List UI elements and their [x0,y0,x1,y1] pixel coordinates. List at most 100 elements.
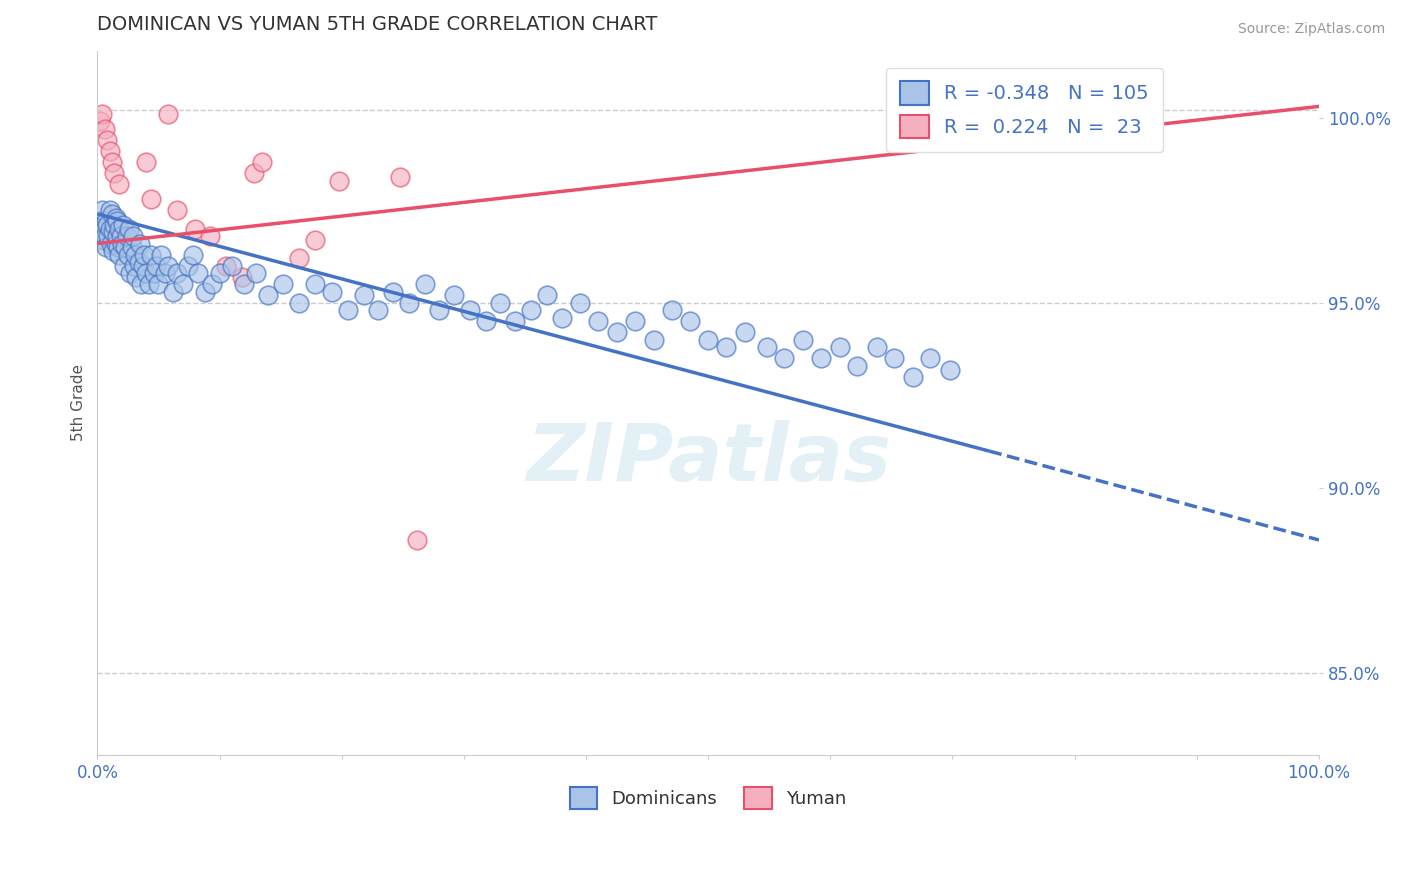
Point [184,221,207,235]
Point [288,252,311,266]
Point [181,247,204,261]
Point [177,259,200,273]
Point [131,259,153,273]
Text: Source: ZipAtlas.com: Source: ZipAtlas.com [1237,22,1385,37]
Point [122,259,145,273]
Point [214,259,236,273]
Point [166,203,188,218]
Point [110,229,132,244]
Point [153,266,176,280]
Point [257,288,280,302]
Point [568,295,591,310]
Point [148,277,170,292]
Point [139,192,162,206]
Point [172,277,194,292]
Point [536,288,558,302]
Point [939,362,962,376]
Point [866,340,889,354]
Point [138,277,160,292]
Point [304,277,326,292]
Point [328,173,350,187]
Point [121,229,143,244]
Point [131,277,153,292]
Point [124,247,146,261]
Legend: Dominicans, Yuman: Dominicans, Yuman [562,780,853,816]
Point [108,247,131,261]
Point [208,266,231,280]
Point [550,310,572,325]
Point [252,155,274,169]
Point [198,229,221,244]
Point [93,121,115,136]
Point [792,333,814,347]
Point [846,359,869,373]
Point [162,285,184,299]
Point [443,288,465,302]
Point [661,303,683,318]
Point [406,533,429,547]
Point [606,326,628,340]
Point [903,370,925,384]
Point [458,303,481,318]
Point [120,266,142,280]
Point [108,178,131,192]
Point [89,214,111,228]
Point [520,303,543,318]
Point [96,218,118,232]
Point [103,218,125,232]
Point [139,247,162,261]
Point [643,333,665,347]
Point [142,266,165,280]
Point [121,240,143,254]
Point [100,236,122,251]
Point [157,107,180,121]
Text: DOMINICAN VS YUMAN 5TH GRADE CORRELATION CHART: DOMINICAN VS YUMAN 5TH GRADE CORRELATION… [97,15,658,34]
Point [321,285,343,299]
Point [108,221,131,235]
Point [245,266,267,280]
Point [103,244,125,258]
Point [201,277,224,292]
Point [98,203,121,218]
Point [353,288,375,302]
Point [221,259,243,273]
Point [288,295,311,310]
Point [475,314,498,328]
Point [105,214,128,228]
Point [96,133,118,147]
Point [755,340,778,354]
Point [810,351,832,366]
Point [679,314,702,328]
Point [429,303,451,318]
Point [91,203,114,218]
Point [166,266,188,280]
Point [271,277,294,292]
Point [129,236,152,251]
Point [111,218,134,232]
Point [194,285,217,299]
Point [586,314,609,328]
Point [101,155,124,169]
Point [125,269,148,284]
Point [242,166,264,180]
Point [336,303,359,318]
Point [104,211,127,225]
Point [93,233,115,247]
Point [105,229,128,244]
Point [697,333,720,347]
Point [91,107,114,121]
Point [145,259,167,273]
Y-axis label: 5th Grade: 5th Grade [72,364,86,442]
Point [107,240,129,254]
Point [98,144,121,158]
Point [716,340,738,354]
Point [231,269,253,284]
Point [413,277,436,292]
Point [103,166,125,180]
Point [149,247,172,261]
Point [304,233,326,247]
Point [94,214,117,228]
Point [104,236,127,251]
Point [112,259,135,273]
Point [920,351,942,366]
